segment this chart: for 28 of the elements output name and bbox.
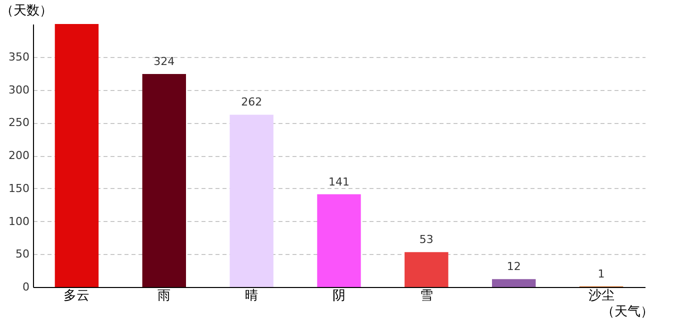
y-tick-label: 300 (8, 83, 30, 96)
y-tick-label: 350 (8, 50, 30, 64)
data-label: 262 (241, 96, 262, 109)
y-tick-label: 250 (8, 116, 30, 130)
y-tick-label: 50 (16, 248, 30, 261)
data-label: 53 (419, 233, 434, 246)
bar (404, 252, 448, 287)
data-label: 324 (154, 54, 175, 68)
bar (54, 24, 99, 287)
y-axis-title: （天数） (0, 4, 52, 18)
data-label: 12 (506, 260, 521, 274)
y-tick-label: 100 (8, 214, 30, 228)
x-axis-title: （天气） (602, 304, 654, 320)
bar (317, 194, 361, 287)
bar (230, 114, 274, 287)
data-label: 1 (598, 267, 605, 280)
x-tick-label: 雨 (158, 288, 171, 304)
x-tick-label: 多云 (64, 288, 90, 304)
data-label: 141 (328, 175, 350, 188)
y-tick-label: 150 (8, 182, 30, 195)
x-tick-label: 阴 (332, 288, 346, 304)
y-tick-label: 0 (22, 280, 30, 294)
bar (492, 279, 536, 287)
y-tick-label: 200 (8, 149, 30, 162)
x-tick-label: 沙尘 (588, 288, 614, 304)
bar (142, 74, 186, 287)
x-tick-label: 晴 (245, 288, 258, 304)
x-tick-label: 雪 (420, 288, 433, 304)
